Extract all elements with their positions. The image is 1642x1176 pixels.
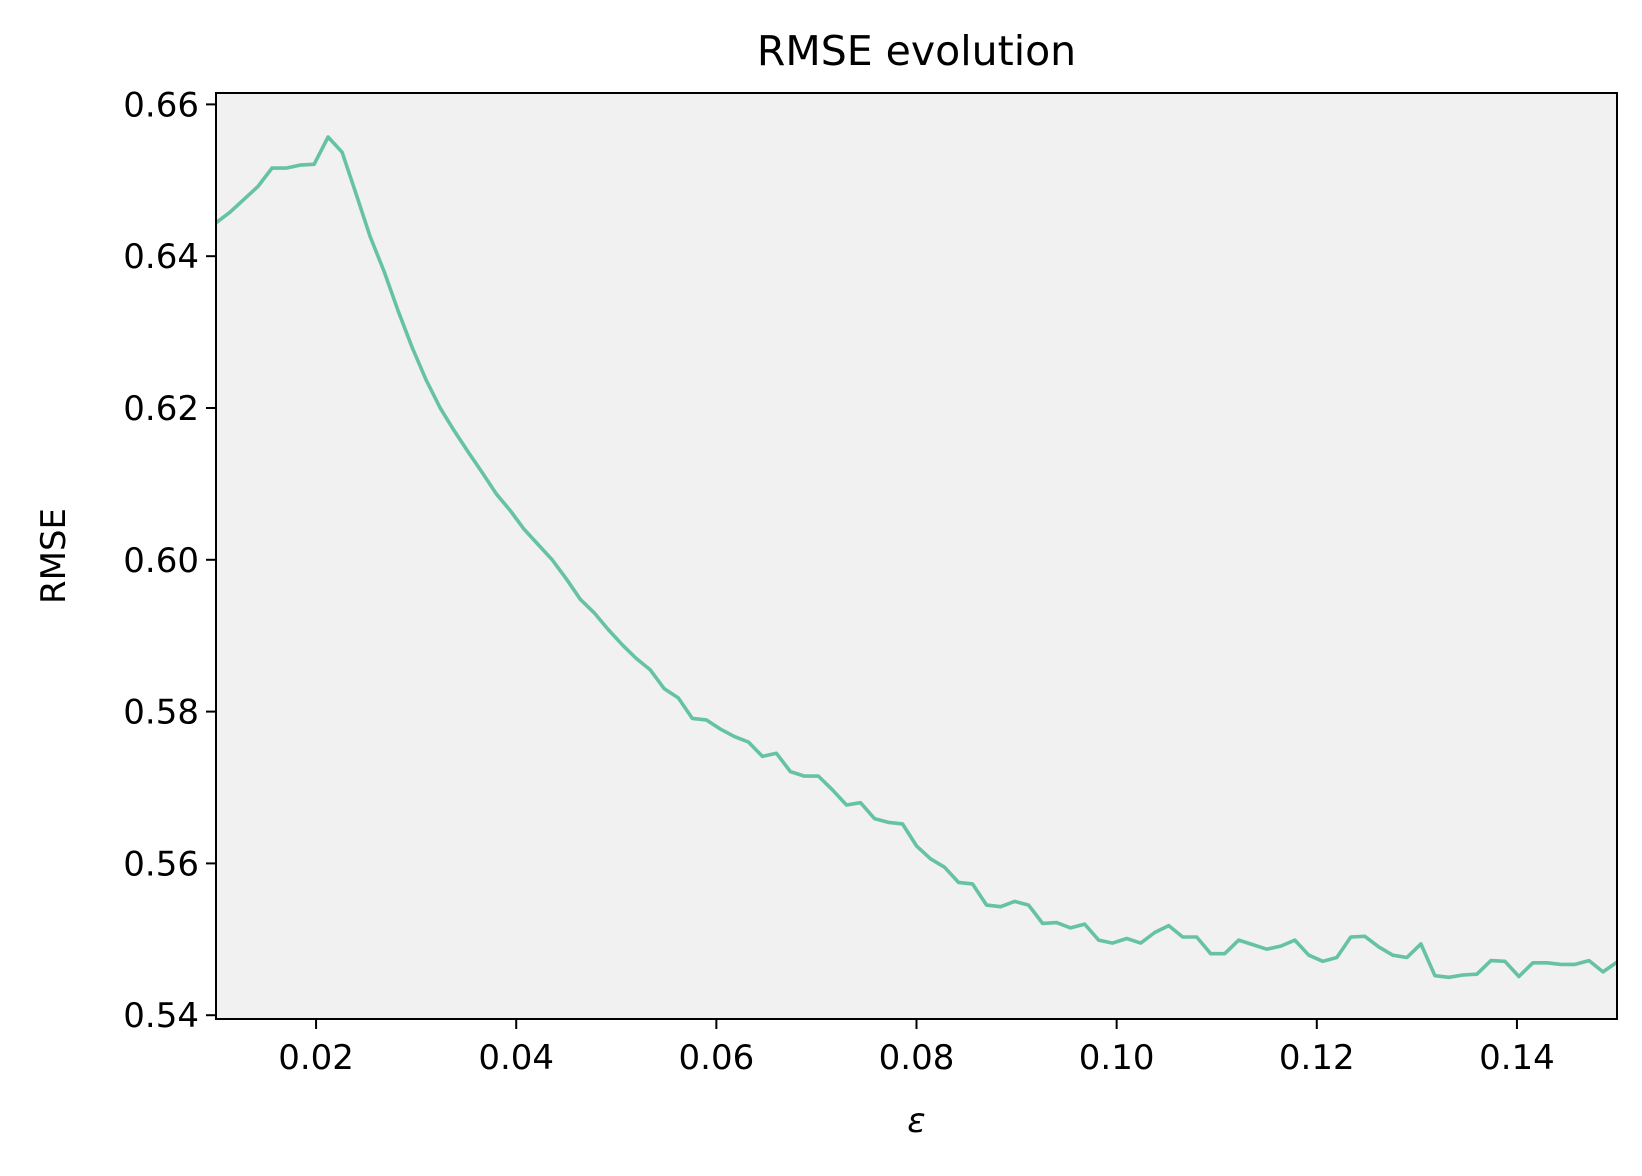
y-tick-label: 0.66 [123, 85, 199, 125]
y-tick-label: 0.54 [123, 996, 199, 1036]
x-tick-label: 0.14 [1479, 1038, 1555, 1078]
y-tick-label: 0.62 [123, 389, 199, 429]
y-tick-label: 0.60 [123, 541, 199, 581]
y-tick-label: 0.58 [123, 693, 199, 733]
x-tick-label: 0.06 [679, 1038, 755, 1078]
x-tick-label: 0.08 [879, 1038, 955, 1078]
y-tick-label: 0.56 [123, 844, 199, 884]
chart-title: RMSE evolution [757, 27, 1076, 75]
x-tick-label: 0.02 [278, 1038, 354, 1078]
x-axis-label: ε [907, 1101, 925, 1141]
x-tick-label: 0.12 [1279, 1038, 1355, 1078]
x-tick-label: 0.10 [1079, 1038, 1155, 1078]
x-tick-label: 0.04 [478, 1038, 554, 1078]
rmse-series-line [214, 135, 1619, 980]
plot-area [216, 93, 1617, 1019]
y-axis-label: RMSE [34, 508, 74, 604]
y-tick-label: 0.64 [123, 237, 199, 277]
